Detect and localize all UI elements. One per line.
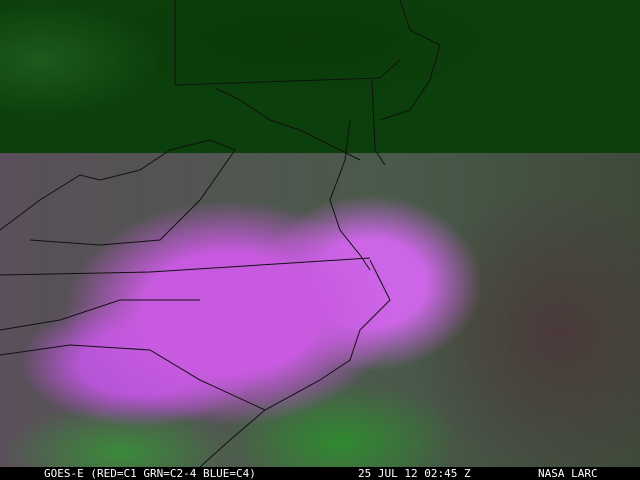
chesapeake bbox=[329, 119, 371, 271]
va-nc-border bbox=[0, 257, 371, 276]
nc-coast bbox=[199, 259, 391, 467]
state-borders bbox=[0, 0, 441, 467]
dark-band-region bbox=[0, 0, 640, 153]
ky-border bbox=[0, 174, 101, 231]
va-wv-border bbox=[29, 139, 236, 246]
tn-border bbox=[0, 299, 200, 331]
md-border bbox=[214, 87, 361, 161]
satellite-label: GOES-E (RED=C1 GRN=C2-4 BLUE=C4) bbox=[44, 467, 256, 480]
nc-sc-border bbox=[0, 344, 266, 411]
datetime-label: 25 JUL 12 02:45 Z bbox=[358, 467, 471, 480]
caption-bar: GOES-E (RED=C1 GRN=C2-4 BLUE=C4) 25 JUL … bbox=[0, 467, 640, 480]
de-border bbox=[371, 79, 386, 166]
source-label: NASA LARC bbox=[538, 467, 598, 480]
pa-border bbox=[174, 0, 401, 86]
ny-nj-border bbox=[379, 0, 441, 121]
rgb-composite-region bbox=[0, 153, 640, 467]
